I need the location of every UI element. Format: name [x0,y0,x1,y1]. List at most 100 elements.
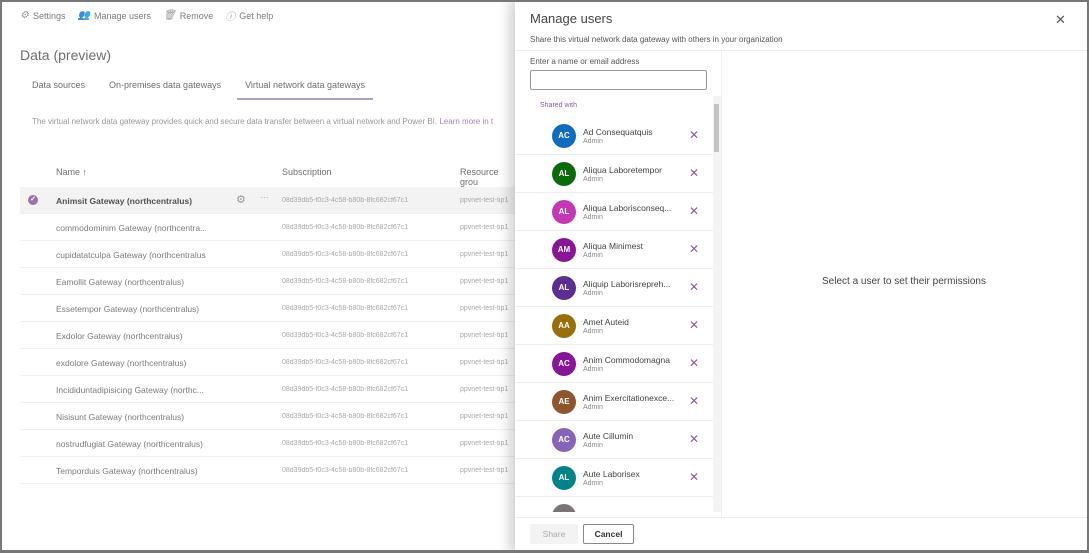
gateway-name[interactable]: commodominim Gateway (northcentra... [56,223,206,233]
manage-users-button[interactable]: 👥 Manage users [77,10,152,21]
user-list-item[interactable]: AC Aute Cillumin Admin ✕ [515,421,713,459]
manage-users-panel: Manage users Share this virtual network … [515,0,1087,553]
gateway-name[interactable]: Eamollit Gateway (northcentralus) [56,277,185,287]
shared-with-label: Shared with [540,102,577,109]
user-list-item[interactable]: AL Aliqua Laborisconseq... Admin ✕ [515,193,713,231]
user-list-item[interactable] [515,497,713,512]
gateway-name[interactable]: Incididuntadipisicing Gateway (northc... [56,385,204,395]
user-name: Amet Auteid [583,317,629,327]
trash-icon: 🗑 [163,10,176,21]
share-button[interactable]: Share [530,524,578,544]
gateway-name[interactable]: Essetempor Gateway (northcentralus) [56,304,200,314]
avatar: AE [552,390,576,414]
column-subscription[interactable]: Subscription [282,167,332,177]
learn-more-link[interactable]: Learn more in t [439,117,494,126]
table-row[interactable]: ✓ Animsit Gateway (northcentralus) ⚙ ··· 08d… [20,187,515,214]
checkmark-icon[interactable]: ✓ [28,195,38,205]
avatar: AA [552,314,576,338]
remove-user-icon[interactable]: ✕ [689,318,700,332]
resource-group: ppvnet-test-tip1 [460,332,509,339]
settings-button[interactable]: ⚙ Settings [20,10,66,21]
divider [515,50,1087,51]
remove-user-icon[interactable]: ✕ [689,128,700,142]
remove-user-icon[interactable]: ✕ [689,166,700,180]
remove-user-icon[interactable]: ✕ [689,470,700,484]
user-list-item[interactable]: AA Amet Auteid Admin ✕ [515,307,713,345]
user-list-item[interactable]: AC Anim Commodomagna Admin ✕ [515,345,713,383]
tab-on-premises[interactable]: On-premises data gateways [109,80,222,90]
user-list-item[interactable]: AC Ad Consequatquis Admin ✕ [515,117,713,155]
table-row[interactable]: nostrudfugiat Gateway (northcentralus) 08… [20,430,515,457]
table-row[interactable]: commodominim Gateway (northcentra... 08d3… [20,214,515,241]
gateway-name[interactable]: Exdolor Gateway (northcentralus) [56,331,183,341]
subscription-id: 08d39db5-f0c3-4c58-b80b-8fc682cf67c1 [282,440,409,447]
user-name: Aute Laborisex [583,469,640,479]
user-list-item[interactable]: AL Aute Laborisex Admin ✕ [515,459,713,497]
avatar: AL [552,276,576,300]
avatar: AM [552,238,576,262]
empty-permissions-message: Select a user to set their permissions [822,276,986,287]
description: The virtual network data gateway provide… [32,117,494,126]
user-role: Admin [583,328,603,335]
gateway-name[interactable]: nostrudfugiat Gateway (northcentralus) [56,439,203,449]
user-list-item[interactable]: AM Aliqua Minimest Admin ✕ [515,231,713,269]
user-role: Admin [583,404,603,411]
user-search-input[interactable] [530,70,707,90]
remove-button[interactable]: 🗑 Remove [163,10,214,21]
column-name[interactable]: Name ↑ [56,167,88,177]
subscription-id: 08d39db5-f0c3-4c58-b80b-8fc682cf67c1 [282,278,409,285]
avatar: AL [552,162,576,186]
table-row[interactable]: Nisisunt Gateway (northcentralus) 08d39db… [20,403,515,430]
user-role: Admin [583,480,603,487]
table-row[interactable]: exdolore Gateway (northcentralus) 08d39db… [20,349,515,376]
scrollbar-thumb[interactable] [714,104,719,152]
table-row[interactable]: cupidatatculpa Gateway (northcentralus) 0… [20,241,515,268]
table-row[interactable]: Essetempor Gateway (northcentralus) 08d39… [20,295,515,322]
gateway-name[interactable]: Temporduis Gateway (northcentralus) [56,466,198,476]
table-row[interactable]: Temporduis Gateway (northcentralus) 08d39… [20,457,515,484]
user-name: Aute Cillumin [583,431,634,441]
user-list-item[interactable]: AL Aliqua Laboretempor Admin ✕ [515,155,713,193]
remove-user-icon[interactable]: ✕ [689,432,700,446]
resource-group: ppvnet-test-tip1 [460,413,509,420]
remove-user-icon[interactable]: ✕ [689,242,700,256]
user-list-item[interactable]: AL Aliquip Laborisrepreh... Admin ✕ [515,269,713,307]
remove-user-icon[interactable]: ✕ [689,394,700,408]
cancel-button[interactable]: Cancel [583,524,634,544]
more-options-icon[interactable]: ··· [260,192,269,202]
resource-group: ppvnet-test-tip1 [460,197,509,204]
gear-icon[interactable]: ⚙ [236,194,246,206]
user-name: Aliqua Laborisconseq... [583,203,672,213]
resource-group: ppvnet-test-tip1 [460,305,509,312]
resource-group: ppvnet-test-tip1 [460,224,509,231]
column-resource-group[interactable]: Resource grou [460,167,499,187]
tab-virtual-network[interactable]: Virtual network data gateways [237,78,373,100]
resource-group: ppvnet-test-tip1 [460,359,509,366]
get-help-button[interactable]: ⓘ Get help [225,8,273,24]
tab-data-sources[interactable]: Data sources [32,80,86,90]
gateway-name[interactable]: exdolore Gateway (northcentralus) [56,358,187,368]
gateway-table: ✓ Animsit Gateway (northcentralus) ⚙ ··· 08d… [20,187,515,484]
user-role: Admin [583,366,603,373]
user-name: Aliquip Laborisrepreh... [583,279,671,289]
panel-title: Manage users [530,11,613,26]
avatar: AC [552,428,576,452]
panel-footer: Share Cancel [515,517,1087,553]
remove-user-icon[interactable]: ✕ [689,204,700,218]
avatar [552,504,576,512]
gateway-name[interactable]: cupidatatculpa Gateway (northcentralus) [56,250,206,260]
close-icon[interactable]: ✕ [1055,12,1066,27]
remove-user-icon[interactable]: ✕ [689,356,700,370]
subscription-id: 08d39db5-f0c3-4c58-b80b-8fc682cf67c1 [282,305,409,312]
table-row[interactable]: Eamollit Gateway (northcentralus) 08d39db… [20,268,515,295]
gateway-name[interactable]: Nisisunt Gateway (northcentralus) [56,412,185,422]
remove-user-icon[interactable]: ✕ [689,280,700,294]
table-row[interactable]: Exdolor Gateway (northcentralus) 08d39db5… [20,322,515,349]
scrollbar[interactable] [713,96,721,512]
user-role: Admin [583,290,603,297]
user-list-item[interactable]: AE Anim Exercitationexce... Admin ✕ [515,383,713,421]
user-role: Admin [583,176,603,183]
gateway-name[interactable]: Animsit Gateway (northcentralus) [56,196,193,206]
table-row[interactable]: Incididuntadipisicing Gateway (northc...… [20,376,515,403]
page-title: Data (preview) [20,47,112,63]
